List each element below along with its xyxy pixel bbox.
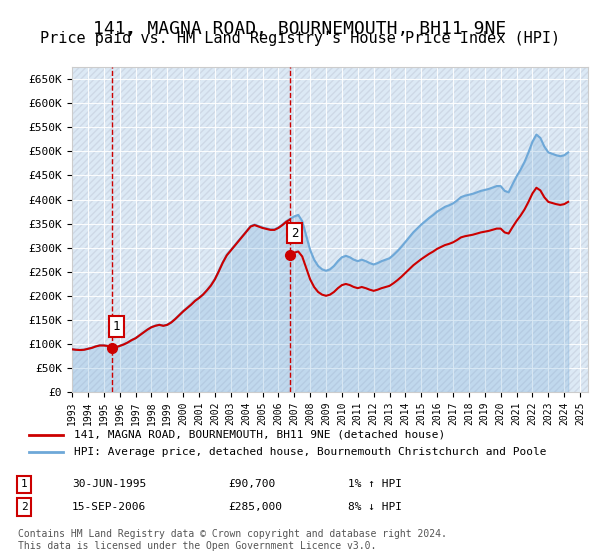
Text: 1% ↑ HPI: 1% ↑ HPI [348,479,402,489]
Text: 1: 1 [20,479,28,489]
Text: 1: 1 [113,320,120,333]
Text: HPI: Average price, detached house, Bournemouth Christchurch and Poole: HPI: Average price, detached house, Bour… [74,447,547,457]
Text: 141, MAGNA ROAD, BOURNEMOUTH, BH11 9NE (detached house): 141, MAGNA ROAD, BOURNEMOUTH, BH11 9NE (… [74,430,446,440]
Text: Price paid vs. HM Land Registry's House Price Index (HPI): Price paid vs. HM Land Registry's House … [40,31,560,46]
Text: 15-SEP-2006: 15-SEP-2006 [72,502,146,512]
Text: £90,700: £90,700 [228,479,275,489]
Text: £285,000: £285,000 [228,502,282,512]
Text: 8% ↓ HPI: 8% ↓ HPI [348,502,402,512]
Text: 30-JUN-1995: 30-JUN-1995 [72,479,146,489]
Text: 2: 2 [20,502,28,512]
Text: Contains HM Land Registry data © Crown copyright and database right 2024.
This d: Contains HM Land Registry data © Crown c… [18,529,447,551]
Text: 2: 2 [290,227,298,240]
Text: 141, MAGNA ROAD, BOURNEMOUTH, BH11 9NE: 141, MAGNA ROAD, BOURNEMOUTH, BH11 9NE [94,20,506,38]
